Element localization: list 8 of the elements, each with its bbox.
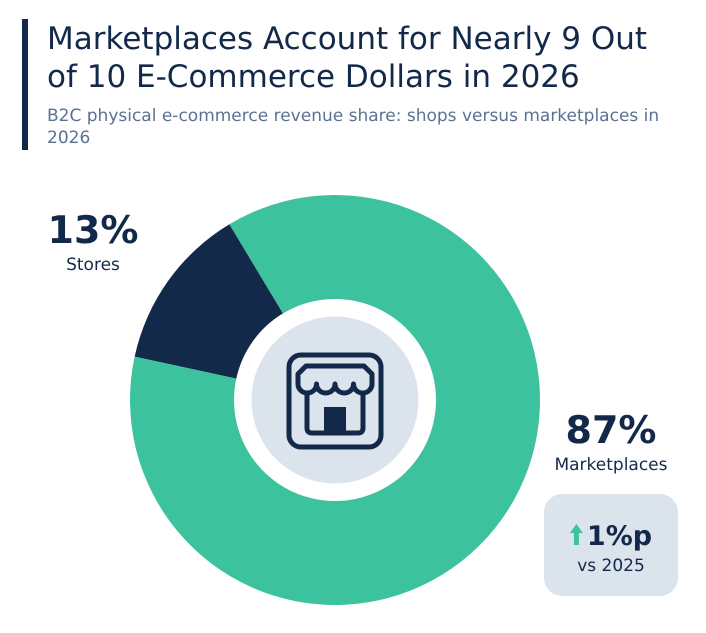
slice-label: Stores (66, 255, 120, 275)
slice-label: Marketplaces (554, 455, 668, 475)
chart-subtitle: B2C physical e-commerce revenue share: shops versus marketplaces in 2026 (47, 106, 660, 148)
text: 1%p (586, 521, 652, 552)
data-label: 13% (48, 208, 138, 252)
chart-title: Marketplaces Account for Nearly 9 Out of 10 E-Commerce Dollars in 2026 (47, 21, 648, 95)
data-label: 87% (566, 408, 656, 452)
text: vs 2025 (577, 556, 645, 576)
